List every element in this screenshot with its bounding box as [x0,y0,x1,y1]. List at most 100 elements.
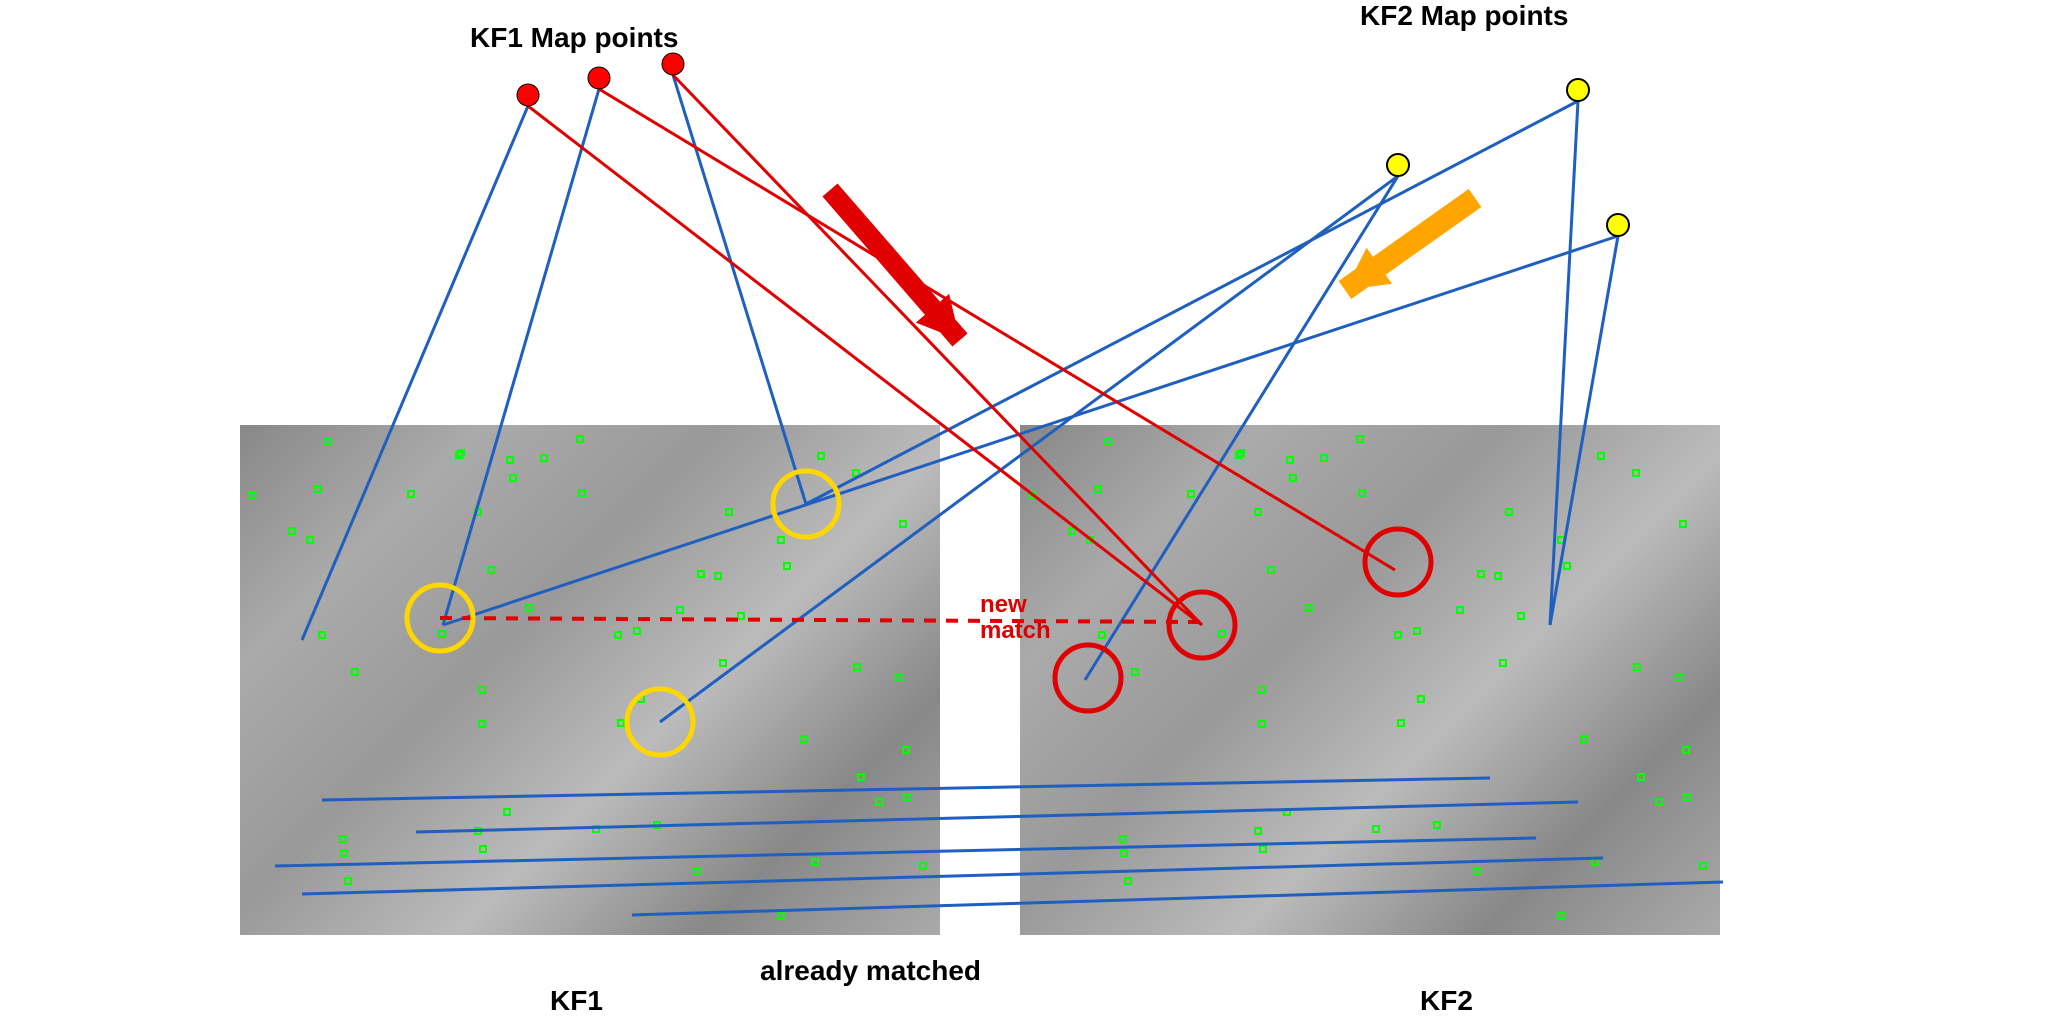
feature-point [474,508,482,516]
feature-point [1254,827,1262,835]
feature-point [714,572,722,580]
feature-point [1517,612,1525,620]
feature-point [1591,858,1599,866]
feature-point [737,612,745,620]
label-new-match: new match [980,592,1051,645]
feature-point [1494,572,1502,580]
feature-point [288,527,296,535]
feature-point [1119,835,1127,843]
panel-kf2 [1020,425,1720,935]
feature-point [525,604,533,612]
title-kf2-map-points: KF2 Map points [1360,0,1568,32]
feature-point [1258,686,1266,694]
feature-point [578,489,586,497]
feature-point [899,520,907,528]
feature-point [1254,508,1262,516]
feature-point [853,663,861,671]
feature-point [719,659,727,667]
feature-point [339,835,347,843]
feature-point [478,720,486,728]
feature-point [1356,435,1364,443]
feature-point [1289,474,1297,482]
feature-point [777,912,785,920]
feature-point [653,821,661,829]
feature-point [637,695,645,703]
feature-point [1286,456,1294,464]
feature-point [487,566,495,574]
feature-point [1259,845,1267,853]
feature-point [902,746,910,754]
label-new-match-line2: match [980,617,1051,644]
feature-point [697,570,705,578]
feature-point [1283,808,1291,816]
feature-point [857,773,865,781]
feature-point [1557,912,1565,920]
feature-point [1655,798,1663,806]
feature-point [479,845,487,853]
feature-point [919,862,927,870]
feature-point [903,793,911,801]
feature-point [1563,562,1571,570]
feature-point [617,719,625,727]
feature-point [1633,663,1641,671]
diagram-container: { "titles": { "kf1_map_points": "KF1 Map… [0,0,2068,1035]
feature-point [540,454,548,462]
feature-point [1433,821,1441,829]
feature-point [318,631,326,639]
feature-point [1131,668,1139,676]
feature-point [800,735,808,743]
feature-point [1120,849,1128,857]
feature-point [852,469,860,477]
feature-point [777,536,785,544]
feature-point [1372,825,1380,833]
feature-point [506,456,514,464]
feature-point [1124,877,1132,885]
feature-point [1683,793,1691,801]
feature-point [1397,719,1405,727]
feature-point [1580,735,1588,743]
feature-point [614,631,622,639]
label-new-match-line1: new [980,591,1027,618]
feature-point [1394,631,1402,639]
feature-point [1028,491,1036,499]
feature-point [478,686,486,694]
feature-point [1094,485,1102,493]
feature-point [1477,570,1485,578]
feature-point [725,508,733,516]
feature-point [1499,659,1507,667]
feature-point [455,451,463,459]
feature-point [1679,520,1687,528]
feature-point [895,673,903,681]
feature-point [1068,527,1076,535]
map-points [517,53,1629,236]
direction-arrows [830,190,1475,340]
feature-point [811,858,819,866]
feature-point [875,798,883,806]
feature-point [1473,867,1481,875]
feature-point [1187,490,1195,498]
feature-point [1358,489,1366,497]
feature-point [324,438,332,446]
feature-point [1632,469,1640,477]
feature-point [633,627,641,635]
feature-point [344,877,352,885]
feature-point [1104,438,1112,446]
feature-point [1557,536,1565,544]
feature-point [1305,604,1313,612]
feature-point [1597,452,1605,460]
feature-point [1417,695,1425,703]
feature-point [817,452,825,460]
feature-point [1098,631,1106,639]
feature-point [1086,536,1094,544]
feature-point [474,827,482,835]
feature-point [1267,566,1275,574]
title-kf1-map-points: KF1 Map points [470,22,678,54]
feature-point [503,808,511,816]
feature-point [351,668,359,676]
feature-point [314,485,322,493]
feature-point [1218,630,1226,638]
panel-kf1 [240,425,940,935]
feature-point [340,849,348,857]
feature-point [676,606,684,614]
label-kf2: KF2 [1420,985,1473,1017]
